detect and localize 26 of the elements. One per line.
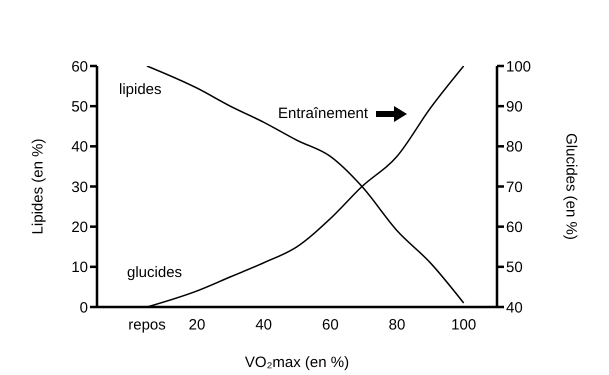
x-tick-label: 40: [255, 316, 272, 334]
x-tick-label: 80: [388, 316, 406, 334]
y2-tick-label: 100: [506, 58, 532, 76]
y-tick-label: 40: [71, 138, 88, 156]
x-tick-label: 60: [322, 316, 339, 334]
y2-tick-label: 70: [506, 178, 523, 196]
y-tick-label: 0: [80, 299, 88, 316]
x-axis-title: VO₂max (en %): [244, 354, 350, 371]
x-tick-label: 20: [188, 316, 206, 334]
y2-tick-label: 50: [506, 259, 523, 276]
y2-tick-label: 80: [506, 138, 523, 156]
y2-axis-title: Glucides (en %): [562, 133, 580, 240]
y-tick-label: 30: [71, 178, 88, 196]
y-tick-label: 10: [71, 259, 88, 276]
annotation: Entraînement: [278, 105, 368, 122]
x-tick-label: 100: [451, 316, 476, 334]
y2-tick-label: 90: [506, 98, 523, 116]
y2-tick-label: 40: [506, 299, 523, 316]
x-tick-label: repos: [128, 316, 166, 334]
y-tick-label: 20: [71, 218, 88, 236]
series-label: glucides: [127, 264, 182, 281]
y-tick-label: 60: [71, 58, 88, 76]
y-tick-label: 50: [71, 98, 88, 116]
y-axis-title: Lipides (en %): [29, 138, 46, 234]
series-label: lipides: [119, 81, 162, 98]
y2-tick-label: 60: [506, 218, 523, 236]
